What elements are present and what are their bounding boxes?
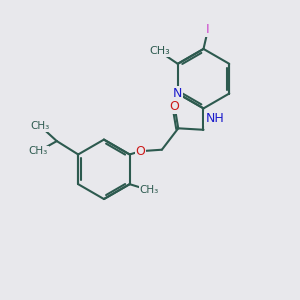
- Text: I: I: [206, 23, 210, 36]
- Text: O: O: [170, 100, 180, 113]
- Text: CH₃: CH₃: [29, 146, 48, 157]
- Text: O: O: [136, 145, 146, 158]
- Text: N: N: [173, 87, 182, 100]
- Text: CH₃: CH₃: [31, 121, 50, 131]
- Text: NH: NH: [206, 112, 224, 125]
- Text: CH₃: CH₃: [140, 185, 159, 195]
- Text: CH₃: CH₃: [149, 46, 170, 56]
